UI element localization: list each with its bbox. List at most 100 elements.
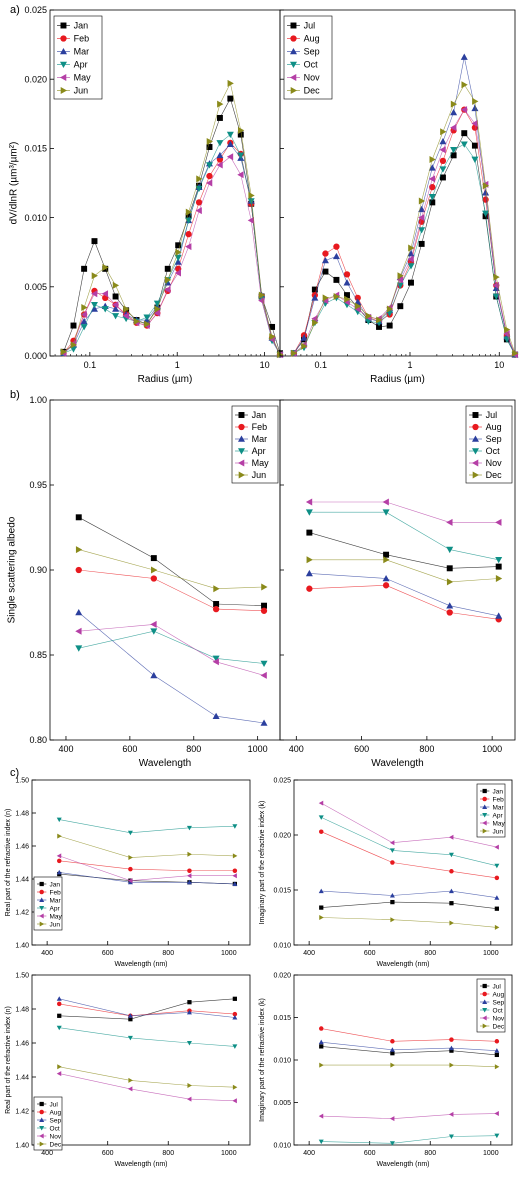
x-tick-label: 400 — [41, 950, 53, 957]
data-point — [187, 1000, 192, 1005]
series-aug — [306, 582, 502, 623]
data-point — [226, 153, 234, 161]
chart-c-top-left: 400 600 800 1000 1.40 1.42 1.44 1.46 1.48 1.50 Wav… — [5, 777, 251, 968]
data-point — [429, 155, 436, 163]
series-jul — [290, 130, 518, 358]
data-point — [494, 1111, 499, 1117]
y-tick-label: 1.50 — [15, 972, 29, 979]
series-oct — [305, 509, 503, 564]
data-point — [354, 298, 362, 305]
legend-marker — [39, 889, 44, 895]
data-point — [450, 124, 457, 132]
data-point — [128, 866, 133, 872]
data-point — [212, 658, 219, 666]
data-point — [269, 333, 276, 341]
data-point — [187, 851, 192, 857]
data-point — [492, 293, 500, 300]
data-point — [319, 905, 324, 910]
data-point — [69, 346, 77, 353]
data-point — [319, 1026, 324, 1031]
data-point — [212, 655, 220, 662]
data-point — [56, 817, 62, 823]
series-nov — [318, 1111, 499, 1122]
data-point — [389, 840, 395, 846]
data-point — [112, 313, 120, 320]
data-point — [150, 628, 158, 635]
data-point — [187, 868, 192, 873]
series-may — [75, 620, 267, 679]
series-line — [59, 855, 235, 881]
data-point — [495, 575, 503, 582]
data-point — [322, 294, 329, 302]
data-point — [333, 292, 340, 300]
y-tick-label: 1.40 — [15, 942, 29, 949]
legend-label: Mar — [493, 804, 505, 811]
x-tick-label: 800 — [186, 744, 201, 754]
data-point — [153, 300, 161, 307]
data-point — [186, 825, 192, 831]
legend-label: Dec — [50, 1141, 62, 1148]
data-point — [57, 833, 62, 839]
data-point — [495, 557, 503, 564]
data-point — [75, 609, 83, 616]
y-tick-label: 0.015 — [273, 887, 291, 894]
data-point — [439, 137, 447, 145]
series-feb — [57, 858, 238, 873]
data-point — [301, 342, 308, 350]
data-point — [80, 310, 87, 318]
series-line — [63, 82, 281, 355]
data-point — [205, 162, 213, 169]
data-point — [232, 1015, 238, 1020]
data-point — [90, 290, 98, 298]
legend-marker — [482, 1008, 488, 1013]
x-tick-label: 600 — [364, 950, 376, 957]
data-point — [461, 81, 468, 89]
series-line — [321, 901, 497, 909]
data-point — [494, 1133, 500, 1139]
data-point — [450, 100, 458, 108]
data-point — [333, 243, 340, 250]
data-point — [495, 518, 502, 526]
x-tick-label: 1000 — [483, 950, 499, 957]
data-point — [232, 868, 238, 873]
legend-marker — [482, 991, 487, 997]
legend-box — [33, 876, 63, 931]
data-point — [376, 316, 383, 324]
series-line — [309, 573, 499, 617]
data-point — [102, 263, 109, 271]
data-point — [439, 146, 446, 154]
series-mar — [318, 888, 500, 900]
y-tick-label: 0.025 — [273, 777, 291, 784]
data-point — [186, 1041, 192, 1046]
data-point — [232, 824, 238, 829]
data-point — [57, 1001, 62, 1007]
data-point — [60, 348, 68, 356]
legend-marker — [39, 1126, 45, 1131]
data-point — [75, 645, 83, 652]
data-point — [205, 179, 213, 187]
series-apr — [56, 817, 238, 836]
data-point — [448, 1111, 454, 1117]
y-tick-label: 1.42 — [15, 1108, 29, 1115]
legend-label: Jun — [50, 921, 61, 928]
series-nov — [56, 1071, 237, 1104]
legend-label: Jan — [493, 788, 504, 795]
legend-box — [476, 783, 506, 838]
data-point — [439, 157, 447, 165]
series-line — [78, 549, 265, 590]
legend-marker — [482, 983, 487, 989]
series-may — [318, 800, 499, 850]
data-point — [217, 100, 224, 108]
legend-marker — [59, 48, 67, 55]
data-point — [390, 1039, 395, 1044]
data-point — [319, 1062, 324, 1068]
data-point — [237, 171, 244, 179]
data-point — [195, 199, 203, 206]
data-point — [407, 250, 415, 257]
series-line — [63, 156, 281, 355]
y-tick-label: 1.46 — [15, 1040, 29, 1047]
series-dec — [306, 556, 503, 586]
x-axis-label: Wavelength (nm) — [114, 1161, 167, 1168]
